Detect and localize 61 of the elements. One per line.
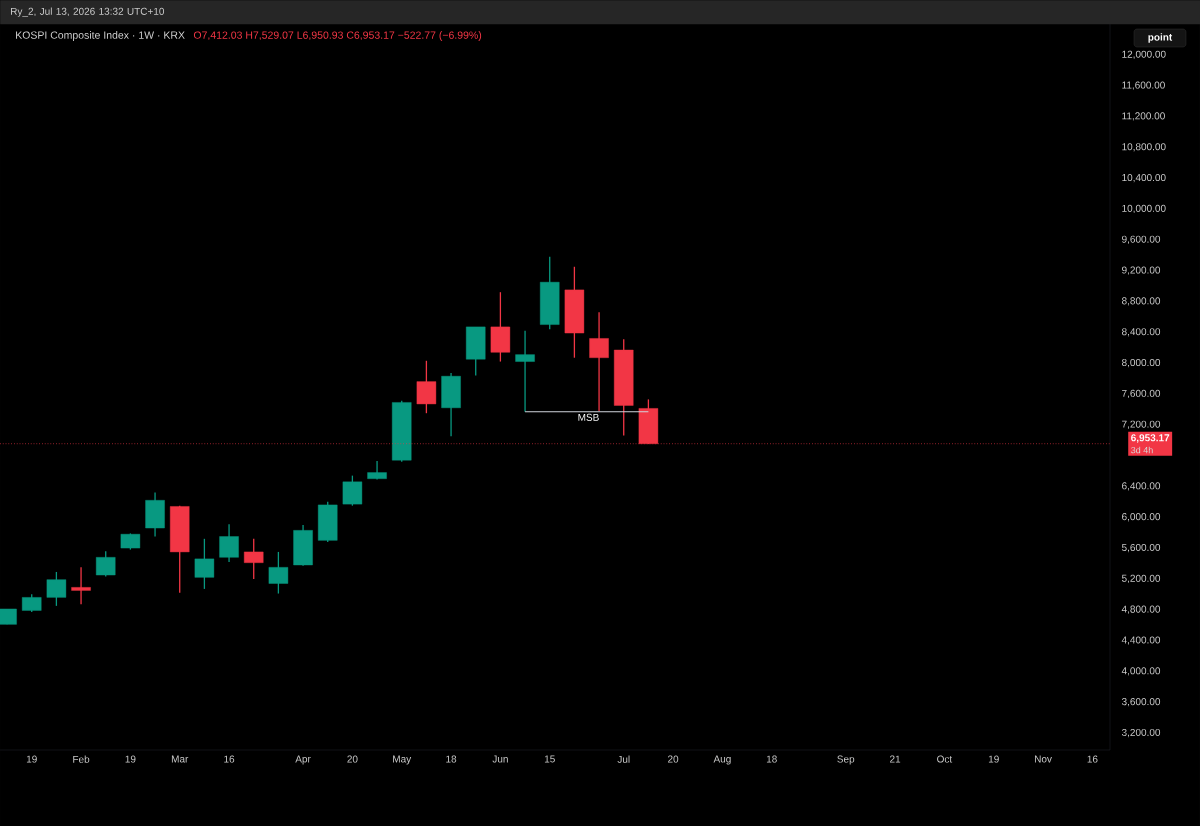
x-tick-label: 19	[988, 755, 999, 763]
x-tick-label: 16	[1087, 755, 1098, 763]
y-tick-label: 11,600.00	[1122, 81, 1165, 90]
x-tick-label: Sep	[837, 755, 855, 765]
ref-line-label: 6,953.17	[1131, 434, 1170, 443]
x-tick-label: 16	[224, 755, 235, 763]
y-tick-label: 11,200.00	[1122, 112, 1165, 121]
x-tick-label: Apr	[295, 755, 311, 765]
candlestick	[244, 538, 264, 580]
y-tick-label: 5,600.00	[1121, 543, 1161, 553]
x-tick-label: Mar	[171, 755, 189, 763]
y-tick-label: 3,600.00	[1121, 698, 1161, 707]
x-tick-label: May	[393, 755, 412, 765]
y-tick-label: 4,400.00	[1121, 636, 1161, 645]
y-tick-label: 8,400.00	[1122, 328, 1161, 337]
candlestick	[268, 551, 289, 595]
y-tick-label: 10,400.00	[1122, 174, 1166, 183]
x-tick-label: 20	[347, 755, 358, 763]
y-tick-label: 7,600.00	[1122, 389, 1161, 399]
x-tick-label: 15	[544, 755, 555, 763]
candlestick	[71, 566, 91, 605]
x-tick-label: Jul	[617, 755, 630, 763]
y-tick-label: 10,000.00	[1122, 204, 1166, 214]
text: O7,412.03 H7,529.07 L6,950.93 C6,953.17 −522.77 (−6.99%)	[193, 31, 482, 41]
y-tick-label: 3,200.00	[1121, 728, 1161, 738]
candlestick	[416, 360, 437, 414]
candlestick	[342, 474, 363, 507]
y-tick-label: 6,000.00	[1122, 513, 1161, 522]
x-tick-label: 19	[26, 755, 37, 763]
x-tick-label: 21	[890, 755, 901, 763]
annotation: MSB	[578, 413, 599, 421]
x-tick-label: 19	[125, 755, 136, 763]
y-tick-label: 7,200.00	[1122, 420, 1161, 429]
x-tick-label: 18	[446, 755, 457, 763]
y-tick-label: 8,000.00	[1122, 358, 1161, 368]
y-tick-label: 9,600.00	[1122, 235, 1161, 244]
y-tick-label: 5,200.00	[1121, 574, 1161, 584]
x-tick-label: Jun	[492, 755, 508, 763]
x-tick-label: Aug	[713, 755, 731, 765]
y-tick-label: 6,400.00	[1122, 482, 1161, 491]
x-tick-label: 20	[668, 755, 679, 763]
text: 3d 4h	[1131, 446, 1153, 454]
y-tick-label: 8,800.00	[1122, 297, 1161, 306]
candlestick	[96, 550, 116, 578]
candlestick	[515, 330, 535, 413]
x-tick-label: Oct	[937, 755, 953, 763]
y-tick-label: 4,000.00	[1121, 667, 1161, 676]
candlestick	[589, 311, 609, 412]
y-tick-label: 10,800.00	[1122, 143, 1166, 152]
y-tick-label: 4,800.00	[1121, 605, 1161, 614]
candlestick	[219, 523, 239, 563]
text: point	[1148, 33, 1173, 43]
x-tick-label: Nov	[1034, 755, 1052, 763]
candlestick	[194, 538, 215, 590]
text: KOSPI Composite Index · 1W · KRX	[16, 31, 185, 41]
text: Ry_2, Jul 13, 2026 13:32 UTC+10	[11, 7, 165, 17]
x-tick-label: Feb	[73, 755, 90, 763]
y-tick-label: 9,200.00	[1122, 266, 1161, 275]
x-tick-label: 18	[766, 755, 777, 763]
y-tick-label: 12,000.00	[1122, 50, 1166, 59]
candlestick	[46, 571, 67, 607]
